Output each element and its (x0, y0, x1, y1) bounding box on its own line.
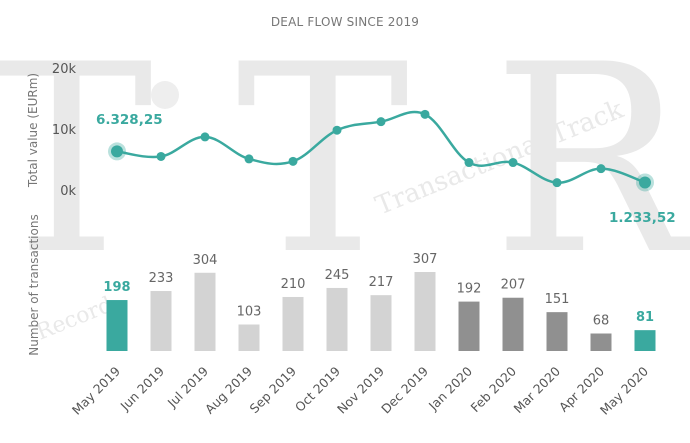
line-point (288, 156, 298, 166)
bar-chart: Number of transactions 198 233 304 103 210 24… (27, 214, 656, 356)
bar (414, 272, 436, 351)
bar (326, 287, 348, 351)
line-point (332, 125, 342, 135)
bar-value-label: 233 (149, 271, 174, 286)
line-point (200, 132, 210, 142)
bar (502, 297, 524, 351)
line-point (552, 178, 562, 188)
chart-title: DEAL FLOW SINCE 2019 (271, 15, 419, 29)
bar (282, 296, 304, 351)
bar-value-label: 81 (636, 310, 654, 325)
line-points (108, 109, 654, 192)
watermark-letters: T T R (0, 10, 690, 312)
bar (590, 333, 612, 351)
line-point (420, 109, 430, 119)
x-axis-category-label: Sep 2019 (247, 363, 300, 416)
x-axis-category-label: Aug 2019 (202, 363, 255, 416)
bar-value-label: 217 (369, 275, 394, 290)
line-point (639, 176, 651, 189)
line-first-value-label: 6.328,25 (96, 112, 163, 128)
bar (370, 295, 392, 351)
bar (546, 312, 568, 351)
bar-value-label: 198 (103, 280, 130, 295)
x-axis-category-label: May 2020 (597, 363, 651, 417)
bar (150, 291, 172, 351)
bar (106, 300, 128, 351)
line-point (111, 145, 123, 158)
bar-value-label: 304 (193, 253, 218, 268)
bar-value-label: 192 (457, 282, 482, 297)
line-point (464, 158, 474, 168)
watermark: T T R Transactional Track Record (0, 10, 690, 346)
line-y-tick-label: 10k (52, 123, 77, 138)
bar-value-label: 307 (413, 252, 438, 267)
bar-value-label: 103 (237, 304, 262, 319)
line-last-value-label: 1.233,52 (609, 210, 676, 226)
x-axis-category-label: Dec 2019 (378, 363, 431, 416)
bar-value-label: 207 (501, 278, 526, 293)
line-y-tick-label: 0k (60, 184, 76, 199)
line-y-tick-label: 20k (52, 62, 77, 77)
line-point (596, 164, 606, 174)
bar-value-label: 245 (325, 268, 350, 283)
x-axis-category-label: Mar 2020 (511, 363, 564, 416)
bar-value-label: 68 (593, 314, 610, 329)
line-point (156, 151, 166, 161)
line-point (508, 158, 518, 168)
x-axis-category-label: Jun 2019 (117, 363, 167, 413)
x-axis-category-label: May 2019 (69, 363, 123, 417)
watermark-star-icon (151, 81, 179, 109)
line-point (244, 154, 254, 164)
bars (106, 272, 656, 351)
x-axis-category-label: Nov 2019 (334, 363, 387, 416)
bar (634, 330, 656, 351)
bar-value-labels: 198 233 304 103 210 245 217 307 192 207 151 68 81 (103, 252, 654, 329)
bar-y-axis-label: Number of transactions (27, 214, 41, 355)
bar-value-label: 210 (281, 277, 306, 292)
bar (458, 301, 480, 351)
bar (238, 324, 260, 351)
bar (194, 272, 216, 351)
line-y-ticks: 20k 10k 0k (52, 62, 77, 199)
bar-value-label: 151 (545, 292, 570, 307)
x-axis-category-label: Jan 2020 (425, 363, 475, 413)
line-y-axis-label: Total value (EURm) (26, 73, 40, 188)
line-chart: Total value (EURm) 20k 10k 0k 6.328,25 1.2… (26, 62, 676, 226)
line-point (376, 117, 386, 127)
